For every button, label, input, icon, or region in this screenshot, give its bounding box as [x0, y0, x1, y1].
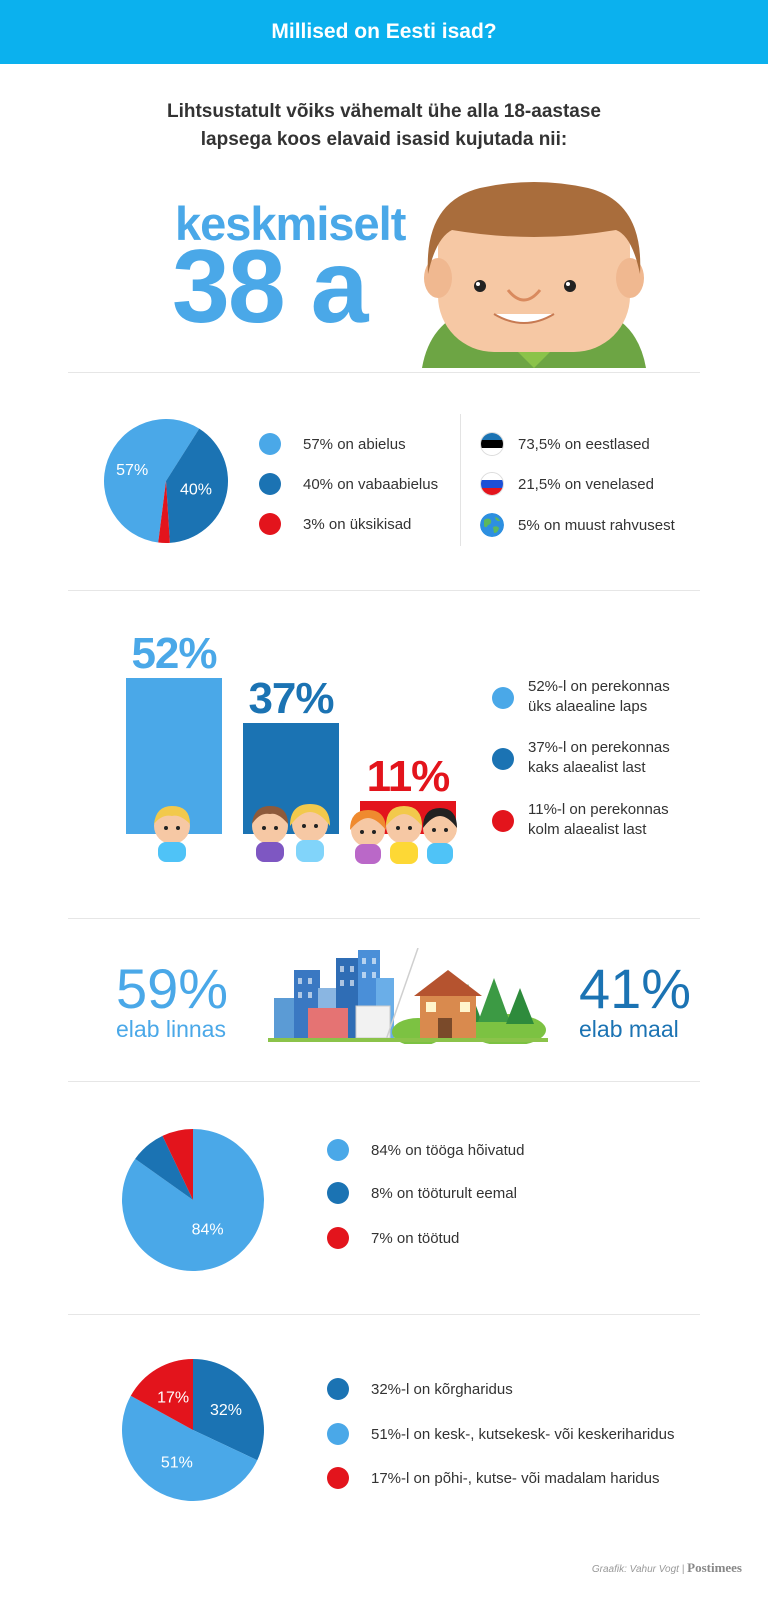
credit-separator: |	[681, 1564, 685, 1575]
bar-value-label: 52%	[131, 629, 217, 678]
legend-item-secondary-education: 51%-l on kesk-, kutsekesk- või keskeriha…	[327, 1423, 674, 1445]
section-divider	[68, 590, 700, 591]
credit-line: Graafik: Vahur Vogt | Postimees	[592, 1560, 742, 1576]
dark-blue-dot-icon	[259, 473, 281, 495]
pie-slice-label: 40%	[180, 482, 212, 499]
vertical-separator	[460, 414, 461, 546]
pie-slice-label: 17%	[157, 1389, 189, 1406]
pie-slice-label: 51%	[161, 1455, 193, 1472]
father-face-illustration	[422, 182, 646, 368]
legend-item-cohabiting: 40% on vabaabielus	[259, 473, 438, 495]
pie-slice	[104, 419, 200, 543]
red-dot-icon	[492, 810, 514, 832]
light-blue-dot-icon	[259, 433, 281, 455]
legend-item-married: 57% on abielus	[259, 433, 406, 455]
legend-item-unemployed: 7% on töötud	[327, 1227, 459, 1249]
nationality-other: 5% on muust rahvusest	[480, 513, 675, 537]
section-divider	[68, 1081, 700, 1082]
bar-value-label: 37%	[248, 674, 334, 723]
light-blue-dot-icon	[492, 687, 514, 709]
legend-label: 40% on vabaabielus	[303, 475, 439, 493]
legend-item-single: 3% on üksikisad	[259, 513, 411, 535]
red-dot-icon	[327, 1467, 349, 1489]
marital-status-pie-chart: 57% 40%	[104, 419, 228, 543]
legend-line-2: üks alaealine laps	[528, 698, 648, 715]
education-pie-chart: 32% 51% 17%	[122, 1359, 264, 1501]
legend-line-1: 11%-l on perekonnas	[528, 801, 669, 818]
legend-line-1: 52%-l on perekonnas	[528, 678, 670, 695]
pie-slice	[166, 428, 228, 543]
pie-slice	[122, 1129, 264, 1271]
section-divider	[68, 372, 700, 373]
globe-icon	[480, 513, 504, 537]
pie-slice	[130, 1359, 193, 1430]
nationality-label: 5% on muust rahvusest	[518, 516, 675, 534]
countryside-label: elab maal	[579, 1016, 679, 1042]
legend-item-two-children: 37%-l on perekonnas kaks alaealist last	[492, 738, 670, 778]
pie-slice-label: 32%	[210, 1402, 242, 1419]
bar-value-label: 11%	[366, 752, 451, 801]
children-illustration	[154, 804, 457, 864]
legend-label: 57% on abielus	[303, 435, 406, 453]
russia-flag-icon	[480, 472, 504, 496]
legend-label: 8% on tööturult eemal	[371, 1184, 517, 1202]
pie-slice	[135, 1135, 193, 1200]
section-divider	[68, 1314, 700, 1315]
legend-label: 32%-l on kõrgharidus	[371, 1380, 513, 1398]
intro-line-1: Lihtsustatult võiks vähemalt ühe alla 18…	[166, 101, 601, 122]
header-bar: Millised on Eesti isad?	[0, 0, 768, 64]
legend-label: 17%-l on põhi-, kutse- või madalam harid…	[371, 1469, 660, 1487]
countryside-percentage: 41%	[579, 957, 692, 1020]
legend-line-2: kaks alaealist last	[528, 759, 646, 776]
employment-pie-chart: 84%	[122, 1129, 264, 1271]
red-dot-icon	[327, 1227, 349, 1249]
nationality-label: 21,5% on venelased	[518, 475, 654, 493]
red-dot-icon	[259, 513, 281, 535]
legend-label: 51%-l on kesk-, kutsekesk- või keskeriha…	[371, 1425, 675, 1443]
postimees-logo: Postimees	[687, 1560, 742, 1575]
legend-item-basic-education: 17%-l on põhi-, kutse- või madalam harid…	[327, 1467, 659, 1489]
legend-item-out-of-labour-market: 8% on tööturult eemal	[327, 1182, 517, 1204]
dark-blue-dot-icon	[327, 1378, 349, 1400]
pie-slice-label: 57%	[116, 462, 148, 479]
city-percentage: 59%	[116, 957, 229, 1020]
legend-item-higher-education: 32%-l on kõrgharidus	[327, 1378, 513, 1400]
pie-slice	[158, 481, 170, 543]
light-blue-dot-icon	[327, 1423, 349, 1445]
nationality-label: 73,5% on eestlased	[518, 435, 650, 453]
legend-label: 3% on üksikisad	[303, 515, 412, 533]
credit-author: Graafik: Vahur Vogt	[591, 1564, 679, 1575]
pie-slice	[162, 1129, 193, 1200]
legend-line-1: 37%-l on perekonnas	[528, 739, 670, 756]
legend-label: 7% on töötud	[371, 1229, 460, 1247]
dark-blue-dot-icon	[492, 748, 514, 770]
intro-line-2: lapsega koos elavaid isasid kujutada nii…	[200, 129, 568, 150]
intro-text: Lihtsustatult võiks vähemalt ühe alla 18…	[0, 98, 768, 154]
page-title: Millised on Eesti isad?	[271, 20, 497, 43]
pie-slice-label: 84%	[192, 1221, 224, 1238]
pie-slice	[122, 1395, 258, 1501]
legend-item-one-child: 52%-l on perekonnas üks alaealine laps	[492, 677, 670, 717]
legend-item-employed: 84% on tööga hõivatud	[327, 1139, 524, 1161]
nationality-estonians: 73,5% on eestlased	[480, 432, 650, 456]
dark-blue-dot-icon	[327, 1182, 349, 1204]
city-label: elab linnas	[116, 1016, 226, 1042]
section-divider	[68, 918, 700, 919]
legend-label: 84% on tööga hõivatud	[371, 1141, 525, 1159]
light-blue-dot-icon	[327, 1139, 349, 1161]
legend-line-2: kolm alaealist last	[528, 821, 647, 838]
pie-slice	[193, 1359, 264, 1461]
nationality-russians: 21,5% on venelased	[480, 472, 654, 496]
estonia-flag-icon	[480, 432, 504, 456]
city-and-countryside-illustration	[268, 948, 548, 1044]
average-age-label: keskmiselt	[175, 197, 406, 250]
legend-item-three-children: 11%-l on perekonnas kolm alaealist last	[492, 800, 669, 840]
average-age-value: 38 a	[172, 229, 368, 345]
